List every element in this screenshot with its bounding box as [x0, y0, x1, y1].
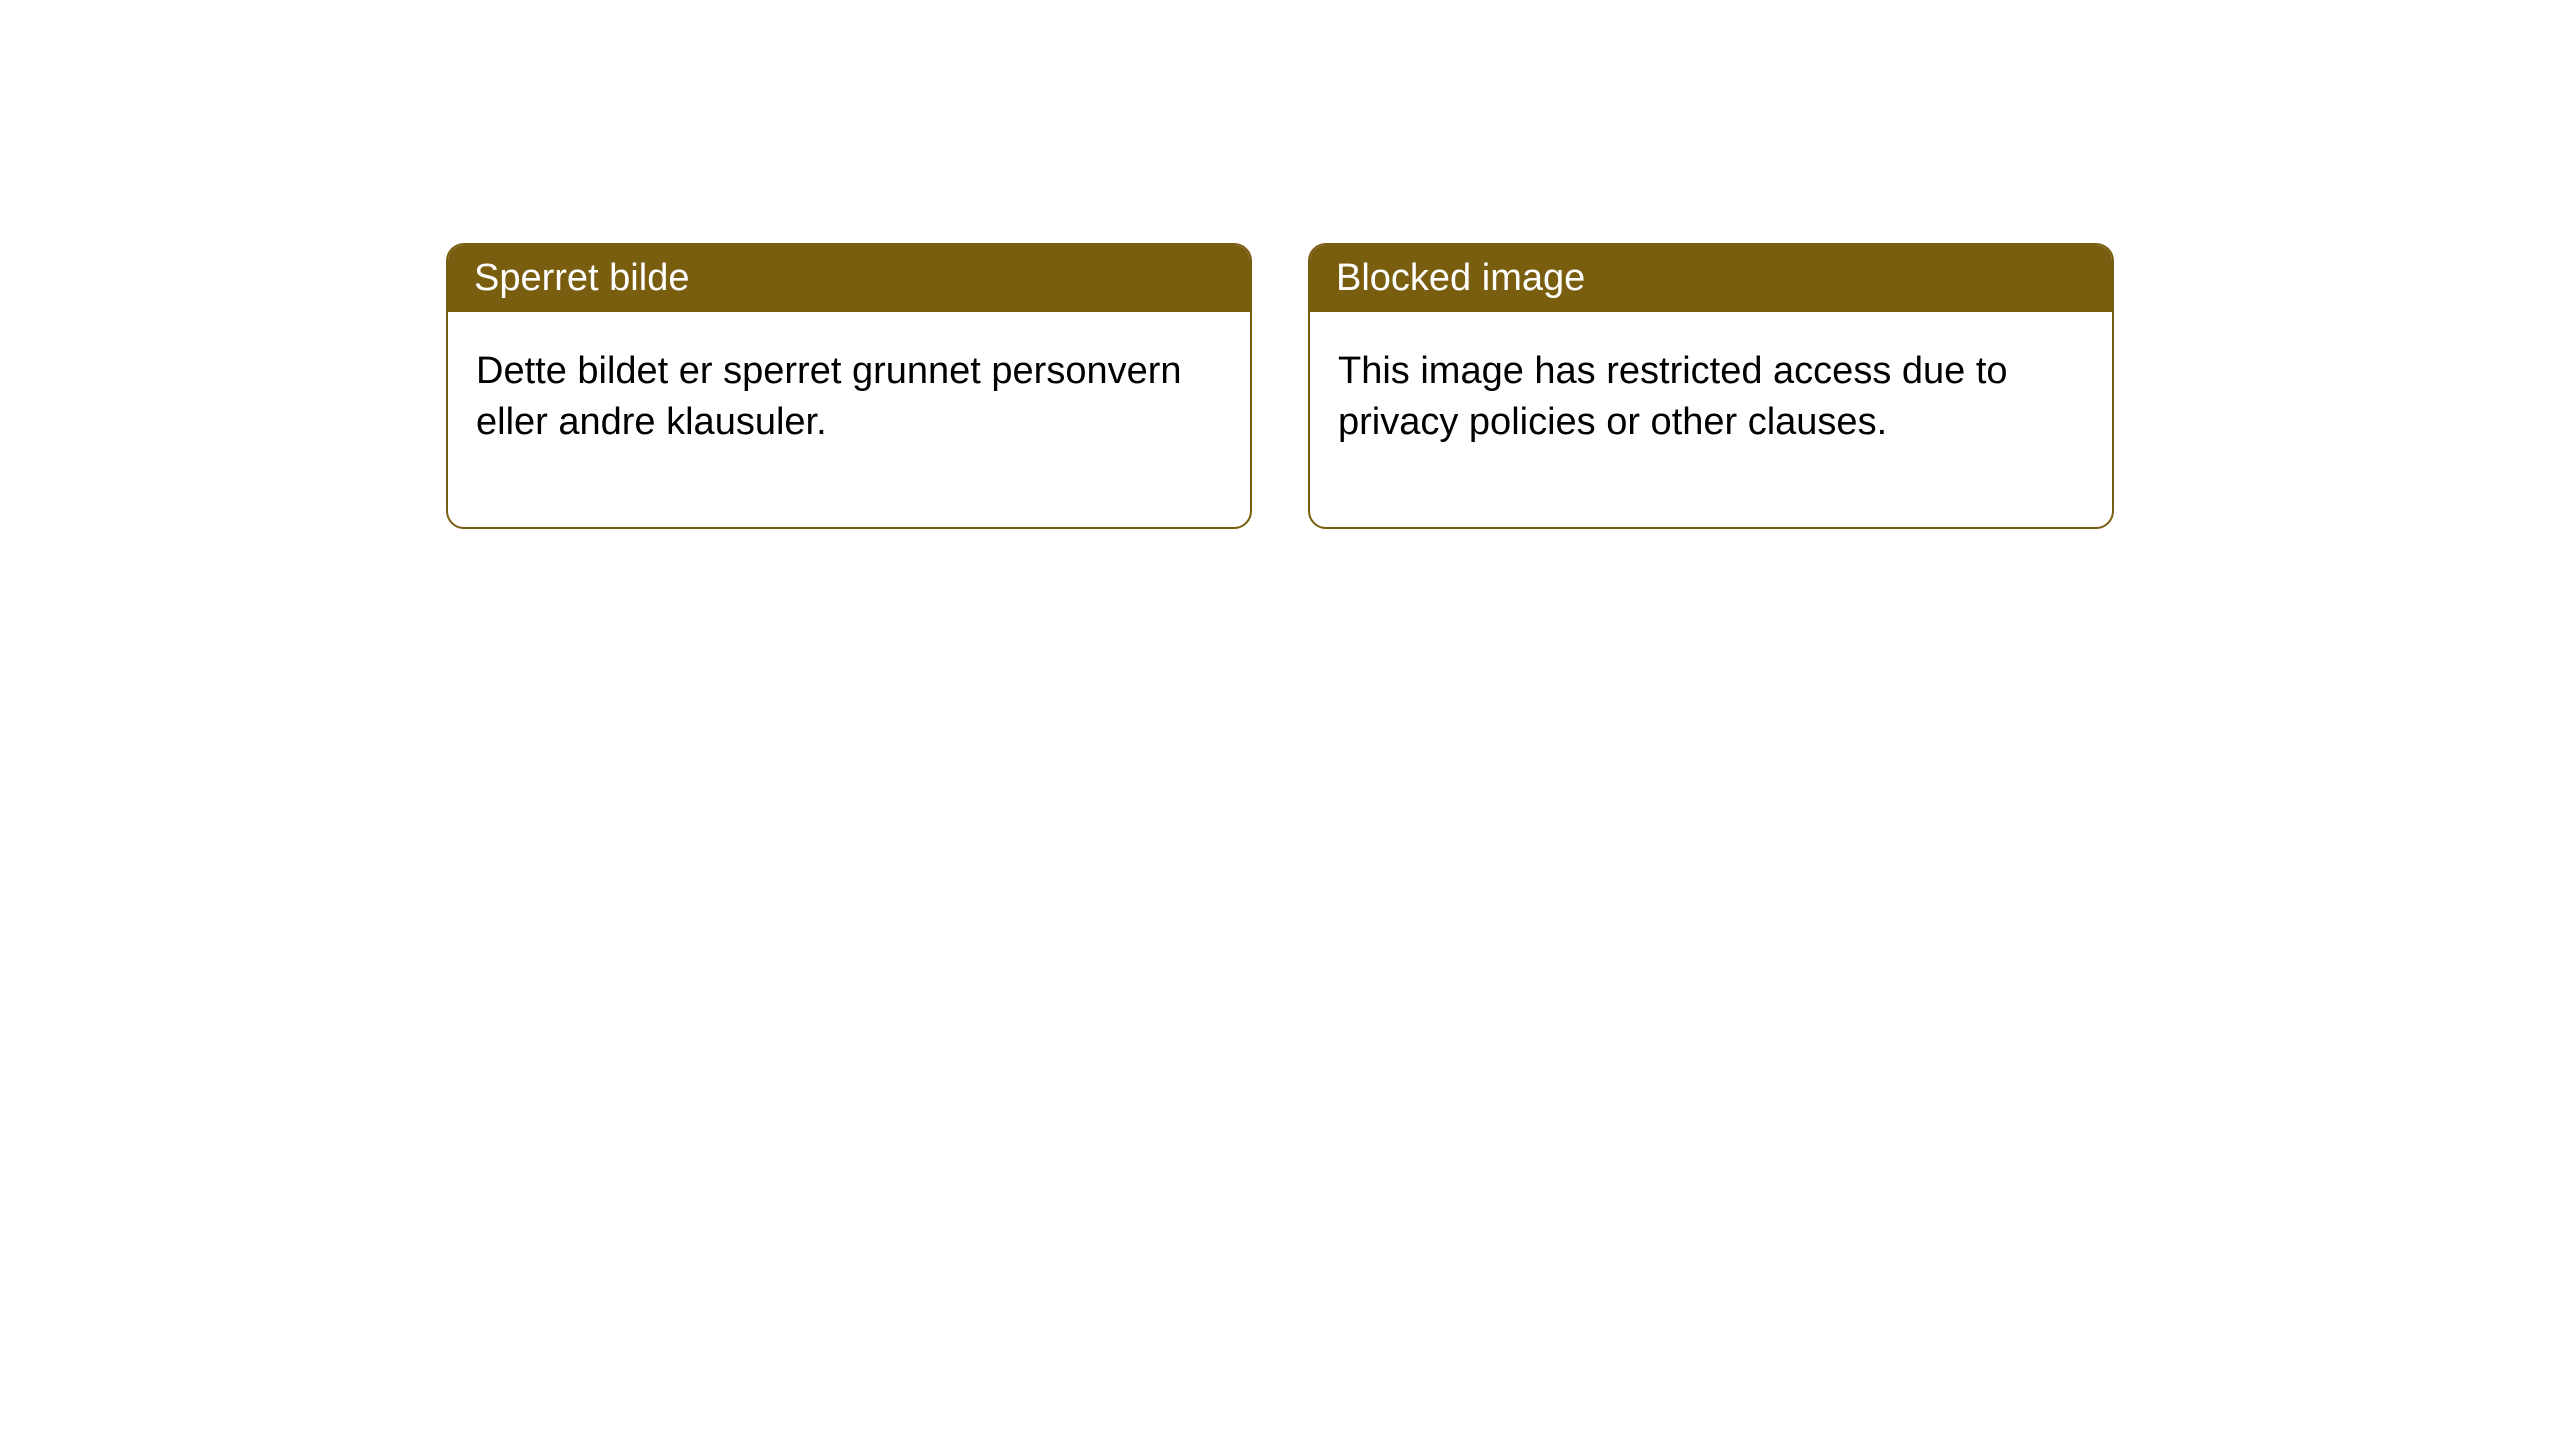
notice-card-en: Blocked image This image has restricted … — [1308, 243, 2114, 529]
notice-card-no: Sperret bilde Dette bildet er sperret gr… — [446, 243, 1252, 529]
card-header-en: Blocked image — [1310, 245, 2112, 312]
card-body-no: Dette bildet er sperret grunnet personve… — [448, 312, 1250, 527]
card-header-no: Sperret bilde — [448, 245, 1250, 312]
card-body-en: This image has restricted access due to … — [1310, 312, 2112, 527]
cards-container: Sperret bilde Dette bildet er sperret gr… — [446, 243, 2114, 529]
